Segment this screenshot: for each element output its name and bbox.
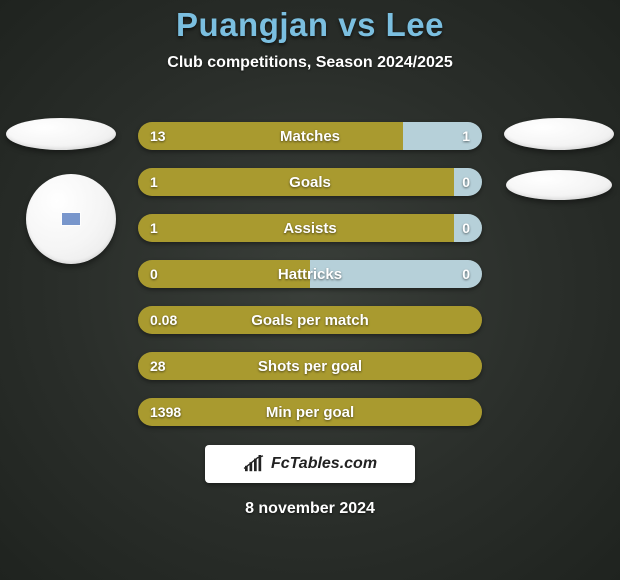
stat-segment-left	[138, 122, 403, 150]
page-title: Puangjan vs Lee	[0, 0, 620, 44]
player-left-badge	[6, 118, 116, 150]
player-right-avatar	[506, 170, 612, 200]
comparison-bars: 131Matches 10Goals 10Assists 00Hattricks 0.0…	[138, 122, 482, 444]
date-text: 8 november 2024	[0, 500, 620, 518]
brand-badge: FcTables.com	[205, 445, 415, 483]
stat-segment-left	[138, 260, 310, 288]
stat-segment-left	[138, 398, 482, 426]
subtitle: Club competitions, Season 2024/2025	[0, 54, 620, 72]
stat-segment-left	[138, 306, 482, 334]
stat-row: 00Hattricks	[138, 260, 482, 288]
stat-row: 131Matches	[138, 122, 482, 150]
stat-segment-right	[403, 122, 482, 150]
stat-segment-right	[454, 168, 482, 196]
stat-row: 0.08Goals per match	[138, 306, 482, 334]
stat-row: 1398Min per goal	[138, 398, 482, 426]
stat-row: 28Shots per goal	[138, 352, 482, 380]
stat-segment-left	[138, 168, 454, 196]
avatar-placeholder-icon	[61, 212, 81, 226]
stat-segment-left	[138, 352, 482, 380]
stat-segment-left	[138, 214, 454, 242]
player-right-badge	[504, 118, 614, 150]
brand-chart-icon	[243, 455, 265, 473]
stat-segment-right	[454, 214, 482, 242]
stat-row: 10Assists	[138, 214, 482, 242]
stat-segment-right	[310, 260, 482, 288]
stat-row: 10Goals	[138, 168, 482, 196]
player-left-avatar	[26, 174, 116, 264]
brand-text: FcTables.com	[271, 455, 377, 473]
